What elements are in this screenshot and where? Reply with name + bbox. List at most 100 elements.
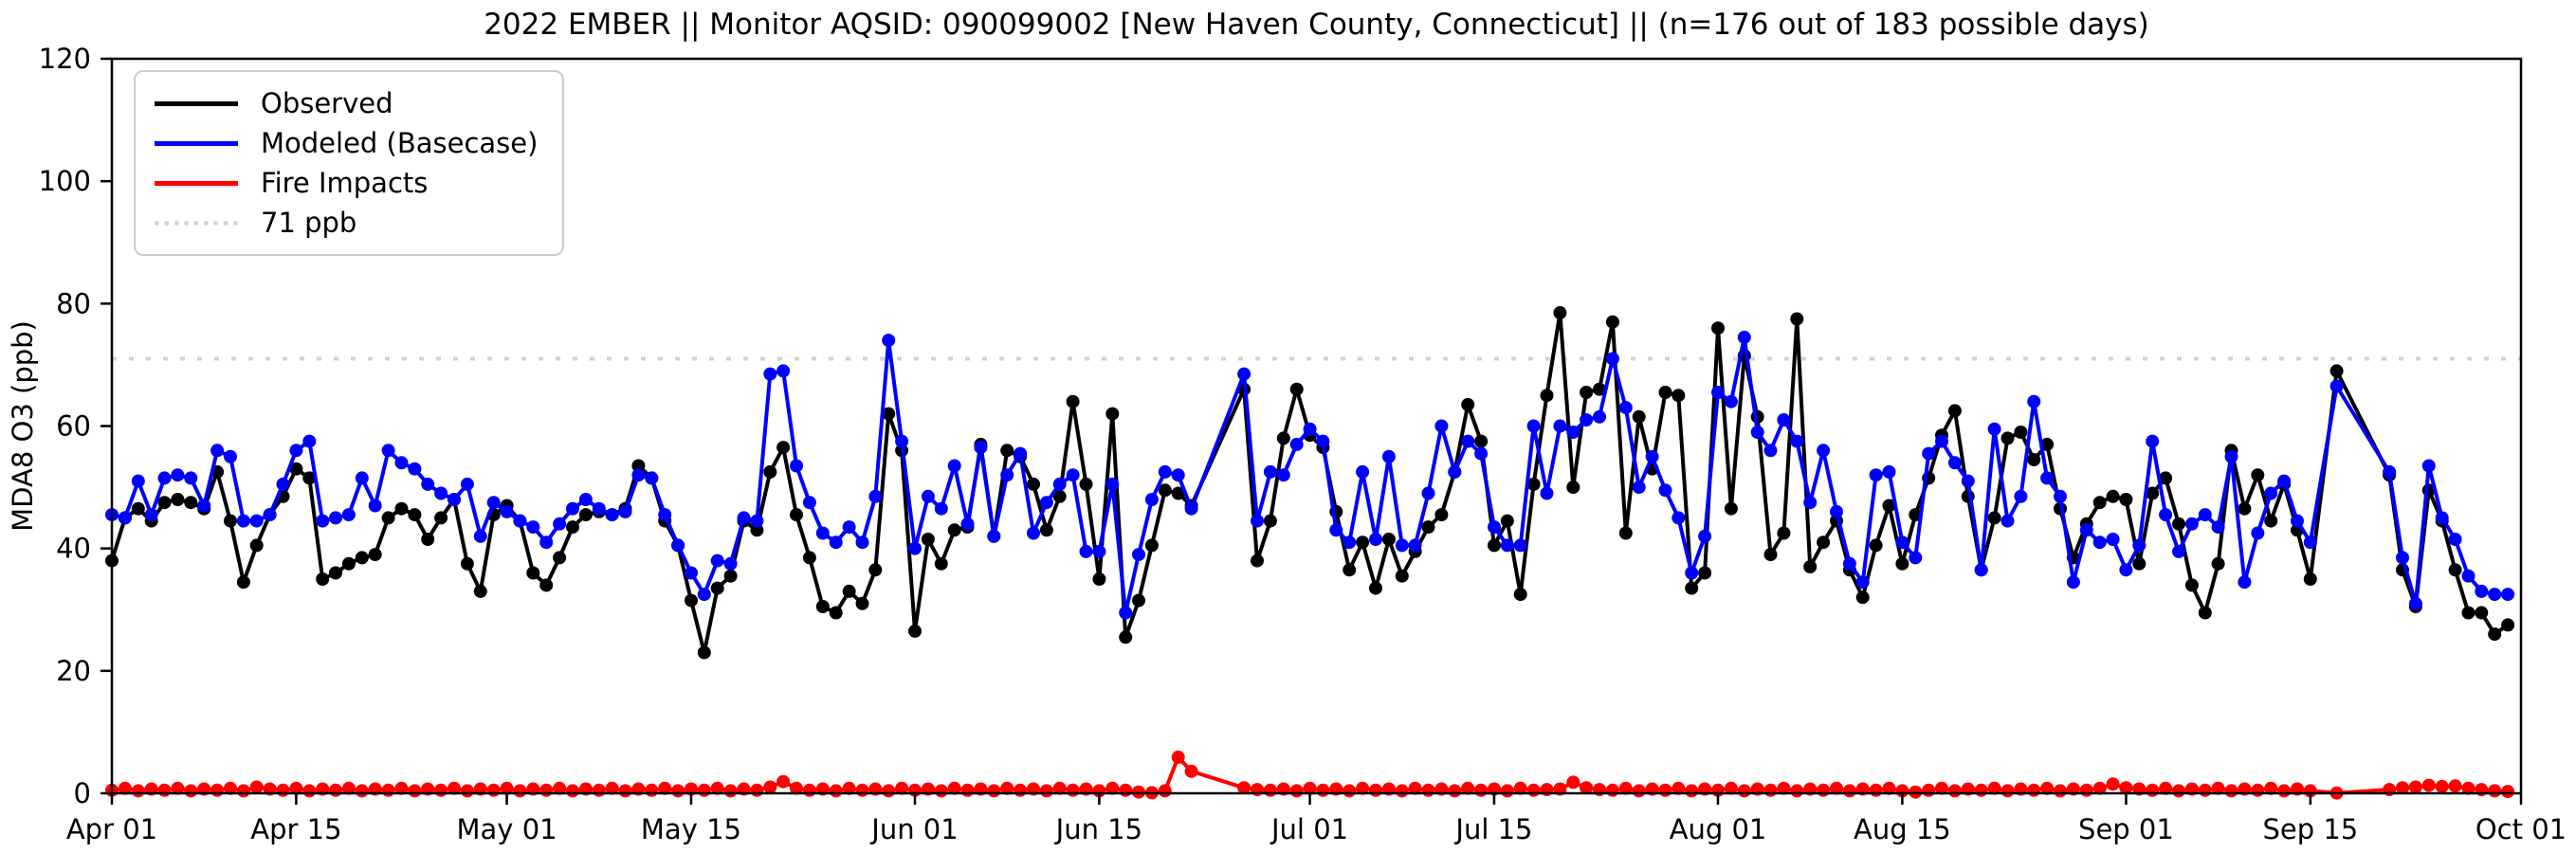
modeled-basecase-data-point	[921, 489, 935, 503]
observed-data-point	[408, 508, 422, 522]
observed-data-point	[934, 556, 948, 571]
fire-impacts-data-point	[2027, 783, 2041, 797]
modeled-basecase-data-point	[802, 496, 816, 510]
modeled-basecase-data-point	[289, 444, 303, 458]
observed-data-point	[723, 569, 738, 583]
observed-data-point	[157, 496, 172, 510]
fire-impacts-data-point	[605, 781, 619, 795]
modeled-basecase-data-point	[710, 554, 724, 568]
observed-data-point	[2132, 556, 2147, 571]
fire-impacts-data-point	[276, 783, 290, 797]
modeled-basecase-data-point	[1618, 401, 1633, 415]
fire-impacts-data-point	[434, 783, 448, 797]
observed-data-point	[2106, 489, 2120, 503]
modeled-basecase-data-point	[1434, 419, 1449, 433]
observed-data-point	[1593, 382, 1606, 396]
fire-impacts-data-point	[1605, 783, 1619, 797]
observed-data-point	[1369, 581, 1382, 595]
fire-impacts-data-point	[2421, 778, 2436, 792]
modeled-basecase-data-point	[1513, 538, 1527, 553]
modeled-basecase-data-point	[1909, 551, 1923, 565]
fire-impacts-data-point	[513, 784, 527, 798]
modeled-basecase-data-point	[341, 508, 356, 522]
modeled-basecase-data-point	[448, 493, 461, 506]
observed-data-point	[882, 407, 896, 421]
modeled-basecase-data-point	[987, 529, 1001, 543]
modeled-basecase-data-point	[855, 535, 869, 550]
x-tick-label: Apr 01	[66, 813, 157, 845]
observed-data-point	[1251, 554, 1264, 568]
modeled-basecase-data-point	[1526, 419, 1541, 433]
observed-data-point	[1566, 481, 1580, 495]
modeled-basecase-data-point	[1289, 437, 1304, 451]
modeled-basecase-data-point	[895, 434, 909, 448]
fire-impacts-data-point	[1513, 781, 1527, 795]
fire-impacts-data-point	[1184, 764, 1198, 778]
fire-impacts-data-point	[329, 783, 342, 797]
fire-impacts-data-point	[381, 783, 395, 797]
fire-impacts-data-point	[2172, 784, 2185, 798]
modeled-basecase-data-point	[1052, 477, 1067, 491]
observed-data-point	[1895, 556, 1909, 571]
modeled-basecase-data-point	[2488, 588, 2502, 602]
observed-data-point	[2448, 563, 2462, 577]
observed-data-point	[1052, 489, 1067, 503]
observed-data-point	[1488, 538, 1501, 553]
observed-data-point	[1526, 477, 1541, 491]
fire-impacts-data-point	[302, 784, 317, 798]
fire-impacts-data-point	[1237, 781, 1251, 795]
observed-data-point	[1618, 526, 1633, 540]
fire-impacts-data-point	[355, 784, 369, 798]
modeled-basecase-data-point	[605, 508, 619, 522]
observed-data-point	[1356, 535, 1370, 550]
observed-data-point	[1421, 520, 1435, 535]
observed-line-swatch	[155, 100, 238, 106]
fire-impacts-data-point	[895, 781, 909, 795]
fire-impacts-data-point	[118, 781, 132, 795]
modeled-basecase-data-point	[2329, 379, 2344, 393]
fire-impacts-data-point	[1935, 781, 1948, 795]
fire-impacts-data-point	[1737, 784, 1751, 798]
observed-data-point	[539, 578, 554, 592]
modeled-basecase-data-point	[1014, 446, 1028, 461]
modeled-basecase-data-point	[1237, 367, 1251, 381]
modeled-basecase-data-point	[500, 504, 514, 518]
modeled-basecase-data-point	[1000, 468, 1014, 482]
modeled-basecase-data-point	[685, 566, 698, 580]
modeled-basecase-data-point	[737, 511, 751, 525]
modeled-basecase-data-point	[658, 508, 672, 522]
observed-data-point	[685, 593, 698, 608]
fire-impacts-data-point	[448, 781, 461, 795]
modeled-basecase-data-point	[2054, 489, 2067, 503]
fire-impacts-data-point	[1421, 783, 1435, 797]
fire-impacts-data-point	[671, 784, 685, 798]
fire-impacts-data-point	[750, 783, 764, 797]
modeled-line-swatch	[155, 140, 238, 146]
modeled-basecase-data-point	[368, 499, 382, 513]
modeled-basecase-data-point	[394, 456, 409, 470]
modeled-basecase-data-point	[1356, 464, 1370, 479]
observed-data-point	[2329, 364, 2344, 378]
x-tick-label: Aug 15	[1854, 813, 1951, 845]
fire-impacts-data-point	[1869, 783, 1883, 797]
fire-impacts-data-point	[960, 783, 975, 797]
modeled-basecase-data-point	[1895, 535, 1909, 550]
modeled-basecase-data-point	[316, 514, 330, 528]
fire-impacts-data-point	[394, 781, 409, 795]
fire-impacts-data-point	[236, 784, 250, 798]
modeled-basecase-data-point	[1632, 481, 1646, 495]
observed-data-point	[224, 514, 237, 528]
fire-impacts-data-point	[645, 783, 659, 797]
modeled-basecase-data-point	[473, 529, 487, 543]
modeled-basecase-data-point	[2027, 394, 2041, 408]
modeled-basecase-data-point	[553, 517, 567, 531]
modeled-basecase-data-point	[1777, 413, 1791, 426]
modeled-basecase-markers	[105, 330, 2515, 620]
observed-data-point	[2501, 618, 2515, 632]
observed-data-point	[2092, 496, 2107, 510]
fire-impacts-data-point	[2264, 781, 2278, 795]
observed-data-point	[1079, 477, 1093, 491]
observed-data-point	[341, 556, 356, 571]
observed-data-point	[2001, 431, 2015, 445]
observed-data-point	[697, 645, 711, 660]
